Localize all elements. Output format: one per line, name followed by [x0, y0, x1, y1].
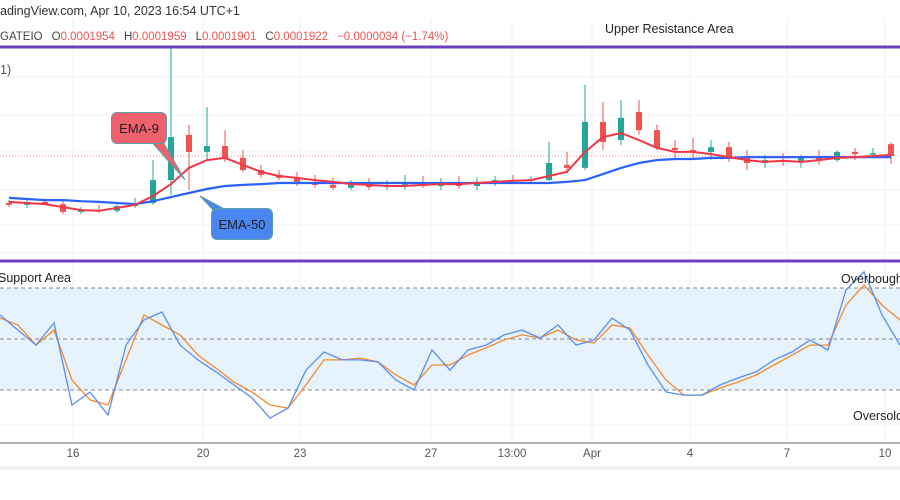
overbought-label: Overbought	[841, 272, 900, 286]
rsi-level-lines	[0, 287, 900, 391]
x-tick-label: 10	[878, 448, 892, 460]
candle-body	[654, 130, 660, 148]
candle-body	[672, 147, 678, 151]
candle-body	[708, 147, 714, 152]
candle-body	[6, 203, 12, 205]
ema-50-line	[8, 156, 891, 206]
candle-body	[204, 146, 210, 152]
rsi-ma-line	[0, 283, 900, 409]
candle	[852, 147, 858, 161]
low-value: L0.0001901	[195, 31, 257, 43]
candle	[888, 142, 894, 164]
x-tick-label: 23	[293, 448, 307, 460]
candle	[240, 150, 246, 172]
candle-body	[816, 157, 822, 161]
candle	[6, 200, 12, 208]
candle-body	[42, 201, 48, 205]
candle	[582, 84, 588, 171]
candle-body	[798, 157, 804, 162]
candle	[672, 140, 678, 161]
x-tick-label: 16	[66, 448, 80, 460]
below-axis-strip	[0, 466, 900, 470]
attribution-text: adingView.com, Apr 10, 2023 16:54 UTC+1	[0, 4, 240, 18]
candle-body	[888, 144, 894, 156]
candle	[168, 47, 174, 195]
candle	[780, 153, 786, 166]
candle-body	[600, 121, 606, 142]
candle	[600, 101, 606, 151]
candle	[564, 151, 570, 172]
candle	[222, 130, 228, 162]
indicator-fragment: 1)	[0, 63, 12, 77]
upper-resistance-label: Upper Resistance Area	[605, 22, 734, 36]
x-tick-label: 7	[783, 448, 791, 460]
candle	[312, 174, 318, 188]
candle-body	[870, 153, 876, 155]
candle-body	[852, 151, 858, 155]
ema-9-callout: EMA-9	[111, 112, 167, 144]
open-value: O0.0001954	[51, 31, 115, 43]
rsi-line	[0, 270, 900, 419]
candle-body	[330, 184, 336, 188]
candle	[204, 107, 210, 161]
ema-9-callout-pointer	[148, 139, 186, 181]
candle	[690, 137, 696, 158]
candle-body	[618, 117, 624, 141]
x-tick-label: 27	[424, 448, 438, 460]
candle	[150, 160, 156, 205]
candle-body	[546, 163, 552, 181]
ema-9-line	[8, 131, 892, 212]
x-tick-label: 13:00	[497, 448, 527, 460]
candle	[636, 100, 642, 135]
symbol-label: GATEIO	[0, 31, 43, 43]
candle	[618, 100, 624, 145]
x-tick-label: 4	[686, 448, 694, 460]
candle	[708, 140, 714, 161]
close-value: C0.0001922	[265, 31, 329, 43]
candle-body	[294, 177, 300, 182]
candle-body	[582, 121, 588, 168]
x-tick-label: Apr	[583, 448, 601, 460]
ema-50-callout: EMA-50	[211, 208, 273, 240]
candle-body	[222, 146, 228, 158]
candle-body	[726, 147, 732, 158]
candle-body	[186, 134, 192, 152]
high-value: H0.0001959	[123, 31, 187, 43]
candle	[186, 124, 192, 191]
candle-body	[564, 164, 570, 168]
change-value: −0.0000034 (−1.74%)	[337, 31, 449, 43]
candle	[96, 204, 102, 214]
candle-body	[636, 111, 642, 131]
candle-body	[150, 180, 156, 204]
ohlc-legend: GATEIO O0.0001954 H0.0001959 L0.0001901 C0.0…	[0, 31, 457, 43]
candle-body	[348, 184, 354, 188]
candle	[654, 124, 660, 151]
x-tick-label: 20	[196, 448, 210, 460]
support-area-label: Support Area	[0, 271, 71, 285]
candle	[546, 141, 552, 181]
oversold-label: Oversold	[853, 409, 900, 423]
